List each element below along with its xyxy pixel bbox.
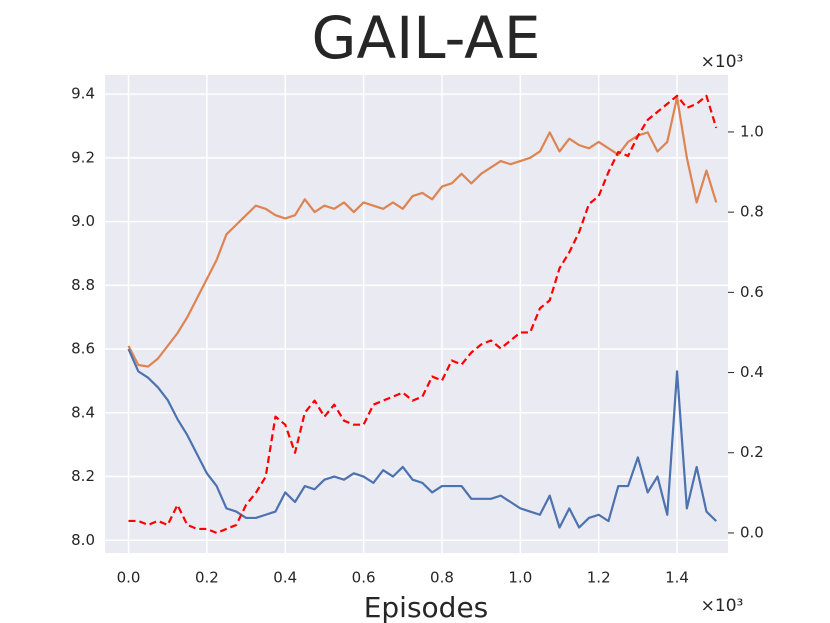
y2-tick-label: 0.2 (740, 443, 764, 461)
y2-tick-label: 0.8 (740, 203, 764, 221)
y-tick-label: 9.2 (71, 148, 95, 166)
y-tick-label: 9.4 (71, 85, 95, 103)
chart-title: GAIL-AE (312, 4, 541, 72)
x-tick-label: 0.8 (430, 569, 454, 587)
y-tick-label: 8.2 (71, 467, 95, 485)
y2-tick-label: 0.0 (740, 523, 764, 541)
y-tick-label: 8.6 (71, 340, 95, 358)
x-tick-label: 1.0 (508, 569, 532, 587)
x-tick-label: 0.4 (273, 569, 297, 587)
x-tick-label: 1.2 (587, 569, 611, 587)
y2-tick-label: 1.0 (740, 122, 764, 140)
series-line (128, 94, 718, 535)
y-tick-label: 9.0 (71, 212, 95, 230)
x-offset-label: ×10³ (701, 596, 744, 616)
series-line (127, 348, 718, 529)
x-tick-label: 1.4 (665, 569, 689, 587)
series-line (127, 96, 718, 368)
y-tick-label: 8.0 (71, 531, 95, 549)
y2-offset-label: ×10³ (701, 52, 744, 72)
y2-tick-label: 0.4 (740, 363, 764, 381)
x-tick-label: 0.2 (195, 569, 219, 587)
x-tick-label: 0.0 (117, 569, 141, 587)
y2-tick-label: 0.6 (740, 283, 764, 301)
plot-area (105, 75, 728, 553)
y-tick-label: 8.4 (71, 403, 95, 421)
x-axis-label: Episodes (364, 591, 489, 623)
y-tick-label: 8.8 (71, 276, 95, 294)
x-tick-label: 0.6 (352, 569, 376, 587)
